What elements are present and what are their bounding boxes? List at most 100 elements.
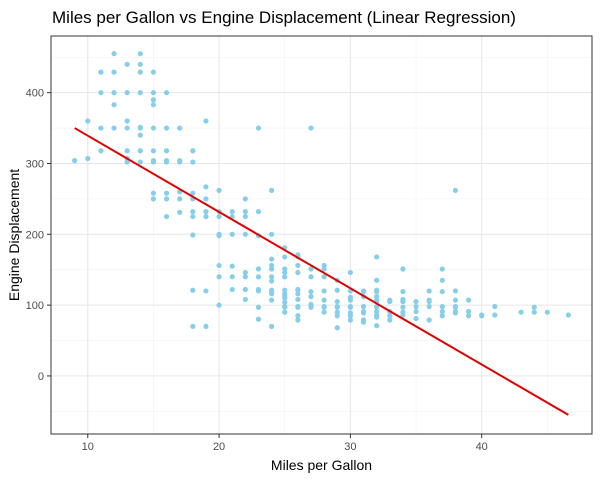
data-point bbox=[203, 323, 209, 329]
data-point bbox=[269, 262, 275, 269]
y-axis-label: Engine Displacement bbox=[6, 169, 22, 301]
data-point bbox=[137, 69, 143, 75]
data-point bbox=[439, 277, 445, 283]
data-point bbox=[400, 289, 406, 295]
data-point bbox=[387, 317, 393, 323]
data-point bbox=[163, 213, 170, 220]
data-point bbox=[98, 125, 104, 131]
data-point bbox=[413, 315, 419, 322]
data-point bbox=[308, 289, 314, 295]
data-point bbox=[111, 51, 117, 57]
data-point bbox=[413, 308, 419, 315]
data-point bbox=[242, 209, 248, 215]
data-point bbox=[334, 309, 340, 315]
data-point bbox=[124, 148, 130, 154]
y-tick-label: 200 bbox=[26, 229, 44, 241]
data-point bbox=[282, 309, 288, 315]
data-point bbox=[242, 274, 248, 280]
data-point bbox=[374, 308, 380, 315]
data-point bbox=[439, 308, 445, 315]
data-point bbox=[124, 125, 130, 131]
data-point bbox=[269, 287, 275, 293]
data-point bbox=[321, 288, 327, 294]
data-point bbox=[229, 286, 235, 293]
data-point bbox=[269, 323, 275, 329]
x-tick-label: 30 bbox=[344, 441, 356, 453]
data-point bbox=[374, 294, 380, 300]
x-axis-label: Miles per Gallon bbox=[271, 457, 372, 473]
x-tick-label: 10 bbox=[82, 441, 94, 453]
data-point bbox=[308, 266, 314, 272]
data-point bbox=[216, 231, 222, 237]
data-point bbox=[387, 313, 393, 319]
data-point bbox=[321, 309, 327, 315]
data-point bbox=[269, 231, 275, 237]
data-point bbox=[203, 184, 209, 190]
data-point bbox=[163, 190, 170, 196]
data-point bbox=[321, 274, 327, 280]
data-point bbox=[295, 262, 301, 269]
data-point bbox=[452, 297, 459, 303]
data-point bbox=[242, 296, 248, 303]
data-point bbox=[439, 289, 445, 295]
data-point bbox=[242, 269, 248, 276]
data-point bbox=[124, 118, 130, 124]
data-point bbox=[137, 159, 143, 165]
data-point bbox=[426, 297, 432, 303]
data-point bbox=[216, 187, 222, 193]
data-point bbox=[137, 124, 143, 130]
data-point bbox=[308, 294, 314, 300]
data-point bbox=[413, 298, 419, 305]
data-point bbox=[465, 297, 472, 303]
data-point bbox=[111, 69, 117, 75]
data-point bbox=[255, 266, 262, 272]
data-point bbox=[150, 190, 157, 196]
data-point bbox=[163, 90, 170, 96]
data-point bbox=[203, 196, 209, 202]
data-point bbox=[190, 213, 196, 220]
data-point bbox=[111, 125, 117, 131]
data-point bbox=[269, 278, 275, 284]
data-point bbox=[190, 209, 196, 215]
data-point bbox=[190, 323, 196, 329]
data-point bbox=[269, 256, 275, 262]
data-point bbox=[190, 148, 196, 154]
data-point bbox=[98, 148, 104, 154]
data-point bbox=[334, 287, 340, 293]
data-point bbox=[269, 274, 275, 280]
data-point bbox=[137, 132, 143, 138]
data-point bbox=[72, 158, 78, 164]
data-point bbox=[492, 303, 498, 310]
x-tick-label: 40 bbox=[476, 441, 488, 453]
data-point bbox=[137, 51, 143, 57]
data-point bbox=[255, 316, 262, 322]
data-point bbox=[177, 209, 183, 215]
data-point bbox=[124, 90, 130, 96]
data-point bbox=[374, 254, 380, 260]
data-point bbox=[150, 97, 157, 103]
data-point bbox=[98, 90, 104, 96]
data-point bbox=[255, 209, 262, 215]
data-point bbox=[347, 310, 353, 316]
data-point bbox=[190, 232, 196, 238]
data-point bbox=[203, 118, 209, 124]
data-point bbox=[216, 213, 222, 220]
data-point bbox=[203, 209, 209, 215]
data-point bbox=[295, 317, 301, 323]
data-point bbox=[282, 299, 288, 305]
data-point bbox=[282, 266, 288, 272]
data-point bbox=[282, 287, 288, 293]
data-point bbox=[565, 312, 571, 318]
y-tick-label: 100 bbox=[26, 300, 44, 312]
y-tick-label: 0 bbox=[38, 371, 44, 383]
data-point bbox=[163, 125, 170, 131]
data-point bbox=[137, 61, 143, 67]
data-point bbox=[242, 213, 248, 220]
data-point bbox=[163, 158, 170, 164]
x-tick-label: 20 bbox=[213, 441, 225, 453]
data-point bbox=[203, 288, 209, 294]
data-point bbox=[400, 296, 406, 303]
data-point bbox=[242, 286, 248, 293]
data-point bbox=[242, 196, 248, 202]
